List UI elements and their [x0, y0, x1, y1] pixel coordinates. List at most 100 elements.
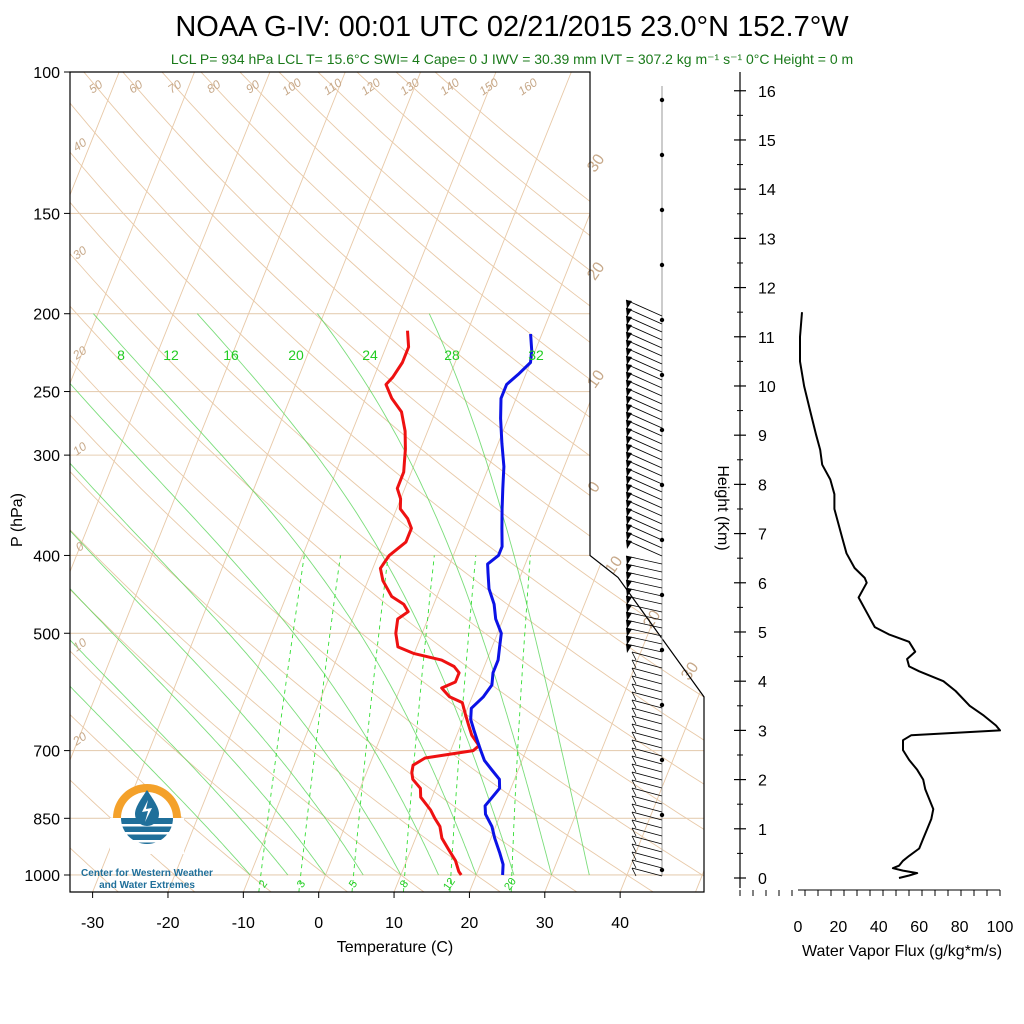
- wind-barb: [625, 339, 663, 357]
- wind-barb-flag: [626, 612, 632, 621]
- height-tick-label: 16: [758, 84, 776, 101]
- dry-adiabat-label: 10: [70, 635, 89, 654]
- mixing-ratio-line: [510, 555, 531, 892]
- dry-adiabat-label: 150: [476, 75, 501, 98]
- wind-barb-feather: [631, 779, 637, 789]
- height-tick-label: 4: [758, 674, 767, 691]
- wind-barb-flag: [626, 324, 632, 333]
- mixing-ratio-label: 20: [502, 876, 519, 893]
- wind-barb-feather: [631, 747, 637, 757]
- flux-tick-label: 60: [910, 919, 928, 936]
- wind-barb-feather: [631, 835, 637, 845]
- barb-dot: [659, 262, 665, 268]
- wind-barb-feather: [631, 851, 637, 861]
- wind-barb-flag: [626, 556, 632, 565]
- moist-adiabat-line: [93, 313, 477, 876]
- pressure-tick-label: 500: [33, 626, 60, 643]
- barb-dot: [659, 867, 665, 873]
- wind-barb-flag: [626, 540, 632, 549]
- dry-adiabat-line: [70, 72, 272, 892]
- wind-barb: [625, 355, 663, 373]
- temperature-tick-label: 40: [611, 915, 629, 932]
- wind-barb-flag: [626, 348, 632, 357]
- barb-dot: [659, 427, 665, 433]
- dry-adiabat-line: [161, 72, 704, 892]
- wind-barb: [631, 739, 663, 749]
- barb-dot: [659, 207, 665, 213]
- water-vapor-flux-trace: [799, 312, 1001, 879]
- wind-barb-feather: [631, 843, 637, 853]
- wind-barb: [625, 379, 663, 397]
- pressure-tick-label: 400: [33, 548, 60, 565]
- wind-barb: [625, 315, 663, 333]
- wind-barb-flag: [626, 508, 632, 517]
- wind-barb-flag: [626, 468, 632, 477]
- height-tick-label: 6: [758, 576, 767, 593]
- height-tick-label: 1: [758, 822, 767, 839]
- height-tick-label: 0: [758, 871, 767, 888]
- wind-barb: [625, 507, 663, 525]
- wind-barb-feather: [631, 683, 637, 693]
- height-tick-label: 9: [758, 428, 767, 445]
- pressure-tick-label: 150: [33, 206, 60, 223]
- dry-adiabat-label: 30: [70, 243, 89, 262]
- mixing-ratio-label: 12: [163, 347, 179, 363]
- moist-adiabat-line: [70, 313, 251, 876]
- isotherm-line: [92, 72, 422, 892]
- wind-barb: [631, 771, 663, 781]
- wind-barb-flag: [626, 428, 632, 437]
- barb-dot: [659, 592, 665, 598]
- pressure-tick-label: 250: [33, 385, 60, 402]
- wind-barb: [625, 579, 663, 589]
- wind-barb-feather: [631, 803, 637, 813]
- mixing-ratio-label: 12: [441, 876, 458, 893]
- dry-adiabat-line: [70, 72, 425, 892]
- wind-barb-flag: [626, 300, 632, 309]
- wind-barb-flag: [626, 532, 632, 541]
- wind-barb: [625, 539, 663, 557]
- wind-barb: [625, 635, 663, 645]
- wind-barb: [631, 731, 663, 741]
- dry-adiabat-line: [356, 72, 704, 892]
- wind-barb-feather: [631, 859, 637, 869]
- wind-barb-feather: [631, 715, 637, 725]
- wind-barb: [625, 451, 663, 469]
- dry-adiabat-line: [70, 72, 704, 892]
- wind-barb-flag: [626, 620, 632, 629]
- mixing-ratio-label: 24: [362, 347, 378, 363]
- wind-barb: [625, 371, 663, 389]
- barb-dot: [659, 152, 665, 158]
- wind-barb: [625, 395, 663, 413]
- wind-barb-flag: [626, 572, 632, 581]
- mixing-ratio-label: 5: [347, 878, 360, 890]
- height-tick-label: 15: [758, 133, 776, 150]
- wind-barb: [631, 843, 663, 853]
- wind-barb-flag: [626, 404, 632, 413]
- dry-adiabat-line: [239, 72, 704, 892]
- height-tick-label: 12: [758, 281, 776, 298]
- wind-barb: [631, 827, 663, 837]
- wind-barb-feather: [631, 659, 637, 669]
- wind-barb: [625, 403, 663, 421]
- dewpoint-trace: [469, 333, 534, 876]
- wind-barb: [631, 683, 663, 693]
- dry-adiabat-line: [70, 72, 704, 892]
- wind-barb-flag: [626, 452, 632, 461]
- wind-barb: [625, 499, 663, 517]
- wind-barb-flag: [626, 412, 632, 421]
- mixing-ratio-line: [298, 555, 341, 892]
- height-tick-label: 7: [758, 527, 767, 544]
- height-tick-label: 14: [758, 182, 776, 199]
- dry-adiabat-label: 100: [279, 75, 304, 98]
- wind-barb: [625, 323, 663, 341]
- pressure-tick-label: 300: [33, 448, 60, 465]
- wind-barb: [625, 467, 663, 485]
- dry-adiabat-label: 20: [69, 729, 89, 749]
- dry-adiabat-line: [0, 72, 42, 892]
- barb-dot: [659, 372, 665, 378]
- pressure-axis-label: P (hPa): [9, 493, 26, 547]
- wind-barb: [625, 411, 663, 429]
- wind-barb: [625, 347, 663, 365]
- temperature-tick-label: -30: [81, 915, 104, 932]
